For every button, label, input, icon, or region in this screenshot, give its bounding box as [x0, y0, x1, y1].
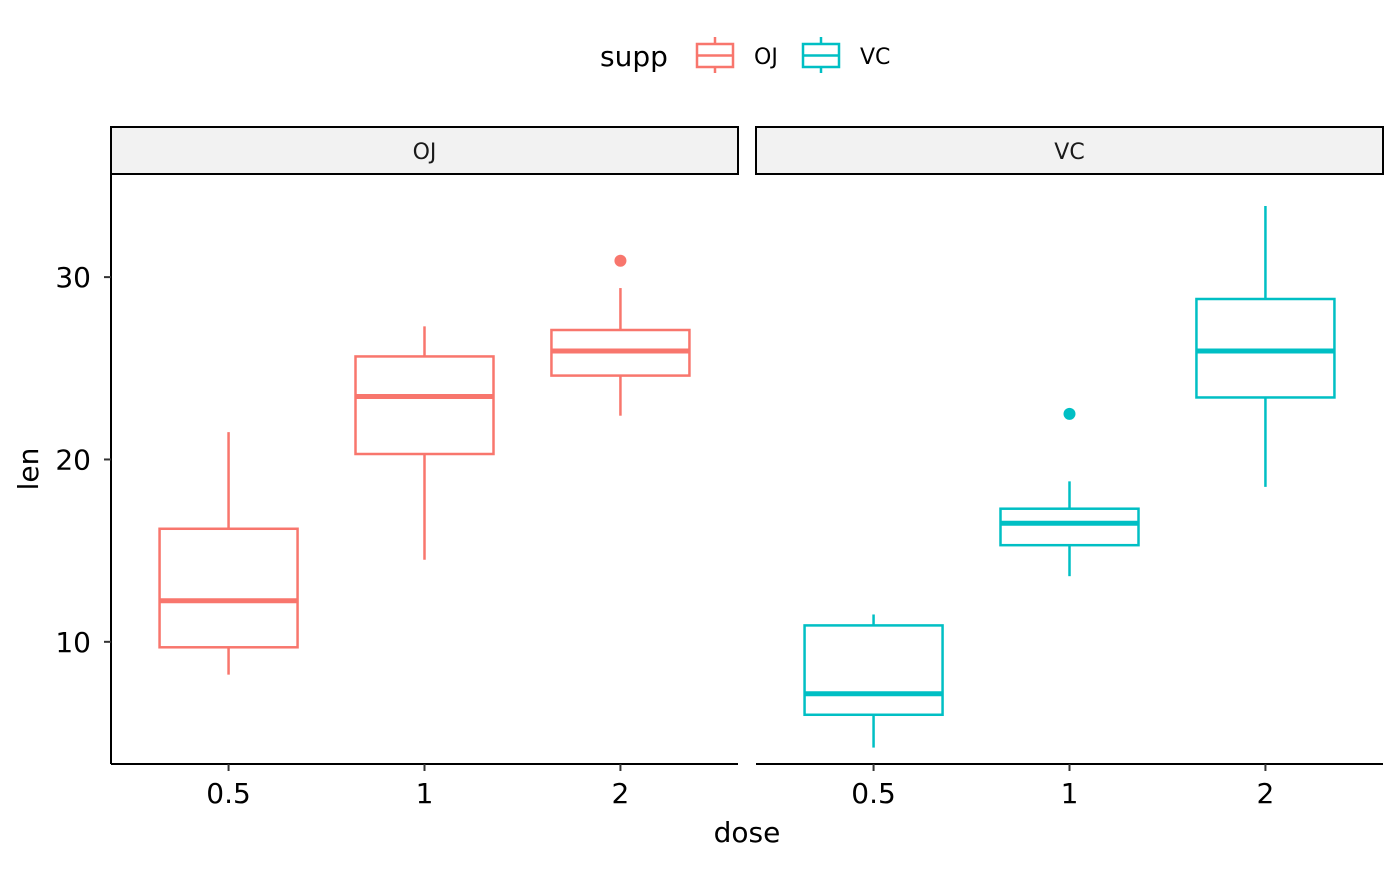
- legend-entry-oj: OJ: [695, 37, 778, 73]
- y-tick-label-1: 20: [55, 443, 91, 476]
- x-axis-title: dose: [714, 816, 781, 849]
- outlier-point: [614, 254, 627, 267]
- box-iqr: [158, 527, 299, 649]
- facet-strip-background: [110, 126, 739, 175]
- x-tick-label-oj-0: 0.5: [206, 777, 251, 810]
- legend: supp OJ VC: [600, 37, 890, 73]
- facet-strip-label: OJ: [413, 140, 437, 165]
- x-tick-label-oj-1: 1: [416, 777, 434, 810]
- box-vc-1: [999, 407, 1140, 577]
- facet-strip-label: VC: [1054, 140, 1084, 165]
- box-vc-2: [1195, 206, 1336, 487]
- legend-label-vc: VC: [860, 45, 890, 70]
- box-iqr: [999, 507, 1140, 547]
- box-oj-1: [354, 326, 495, 560]
- facet-strip-vc: VC: [755, 126, 1384, 175]
- outlier-point: [1063, 407, 1076, 420]
- legend-entry-vc: VC: [801, 37, 890, 73]
- box-oj-0: [158, 432, 299, 675]
- boxplots: [158, 206, 1336, 748]
- x-tick-label-vc-1: 1: [1061, 777, 1079, 810]
- legend-title: supp: [600, 40, 668, 73]
- y-tick-label-2: 30: [55, 261, 91, 294]
- box-oj-2: [550, 254, 691, 416]
- x-tick-label-vc-0: 0.5: [851, 777, 896, 810]
- box-iqr: [803, 624, 944, 717]
- facet-strip-background: [755, 126, 1384, 175]
- axes: 0.5 1 2 0.5 1 2 10 20 30: [55, 175, 1383, 810]
- facet-strips: OJ VC: [110, 126, 1384, 175]
- x-tick-label-oj-2: 2: [612, 777, 630, 810]
- box-vc-0: [803, 614, 944, 748]
- box-iqr: [1195, 297, 1336, 399]
- legend-label-oj: OJ: [754, 45, 778, 70]
- box-iqr: [354, 355, 495, 456]
- legend-entries: OJ VC: [695, 37, 890, 73]
- y-tick-label-0: 10: [55, 626, 91, 659]
- facet-strip-oj: OJ: [110, 126, 739, 175]
- y-axis-title: len: [12, 448, 45, 491]
- x-tick-label-vc-2: 2: [1257, 777, 1275, 810]
